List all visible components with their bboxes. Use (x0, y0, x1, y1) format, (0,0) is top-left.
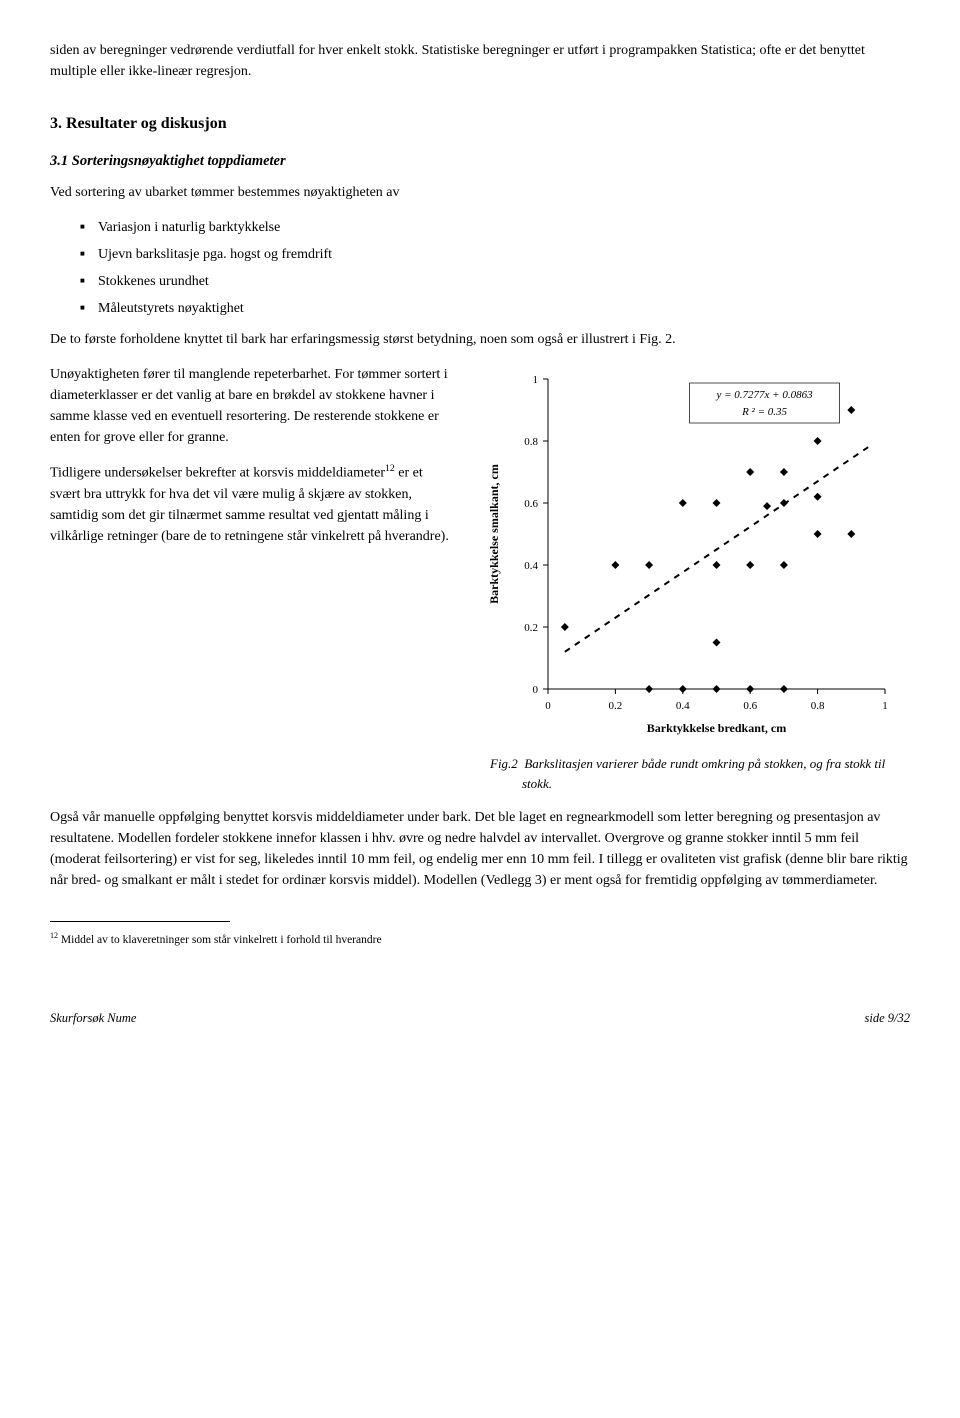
svg-text:0.8: 0.8 (524, 436, 538, 448)
subsection-number: 3.1 (50, 153, 68, 169)
list-item: Stokkenes urundhet (80, 271, 910, 292)
scatter-chart: 0 0.2 0.4 0.6 0.8 1 0 0.2 0.4 0.6 0.8 1 Barktykkelse… (480, 364, 900, 744)
caption-text: Barkslitasjen varierer både rundt omkrin… (522, 756, 885, 791)
svg-text:0: 0 (545, 700, 551, 712)
para-manual-followup: Også vår manuelle oppfølging benyttet ko… (50, 807, 910, 891)
bullet-list: Variasjon i naturlig barktykkelse Ujevn … (50, 217, 910, 319)
svg-text:R ² = 0.35: R ² = 0.35 (741, 406, 787, 418)
para4-part-a: Tidligere undersøkelser bekrefter at kor… (50, 466, 385, 481)
caption-prefix: Fig.2 (490, 756, 518, 771)
para-inaccuracy: Unøyaktigheten fører til manglende repet… (50, 364, 450, 448)
section-heading: 3. Resultater og diskusjon (50, 112, 910, 136)
para-sort-intro: Ved sortering av ubarket tømmer bestemme… (50, 182, 910, 203)
page-footer: Skurforsøk Nume side 9/32 (50, 1009, 910, 1028)
footnote: 12 Middel av to klaveretninger som står … (50, 930, 910, 949)
svg-text:0.8: 0.8 (811, 700, 825, 712)
svg-text:0.4: 0.4 (524, 560, 538, 572)
footnote-separator (50, 921, 230, 922)
para-bark-importance: De to første forholdene knyttet til bark… (50, 329, 910, 350)
svg-text:Barktykkelse bredkant, cm: Barktykkelse bredkant, cm (647, 721, 786, 735)
footnote-ref: 12 (385, 463, 395, 474)
svg-text:0.2: 0.2 (609, 700, 623, 712)
svg-text:0.2: 0.2 (524, 622, 538, 634)
list-item: Ujevn barkslitasje pga. hogst og fremdri… (80, 244, 910, 265)
svg-text:0.6: 0.6 (524, 498, 538, 510)
svg-text:0.4: 0.4 (676, 700, 690, 712)
chart-caption: Fig.2 Barkslitasjen varierer både rundt … (502, 754, 910, 793)
svg-text:1: 1 (882, 700, 888, 712)
chart-svg: 0 0.2 0.4 0.6 0.8 1 0 0.2 0.4 0.6 0.8 1 Barktykkelse… (480, 364, 900, 744)
svg-text:Barktykkelse smalkant, cm: Barktykkelse smalkant, cm (487, 464, 501, 604)
list-item: Variasjon i naturlig barktykkelse (80, 217, 910, 238)
list-item: Måleutstyrets nøyaktighet (80, 298, 910, 319)
footnote-number: 12 (50, 931, 58, 940)
para-previous-studies: Tidligere undersøkelser bekrefter at kor… (50, 462, 450, 547)
section-title: Resultater og diskusjon (66, 115, 227, 132)
subsection-title: Sorteringsnøyaktighet toppdiameter (72, 153, 286, 169)
footnote-text: Middel av to klaveretninger som står vin… (61, 934, 382, 946)
footer-right: side 9/32 (865, 1009, 910, 1028)
section-number: 3. (50, 115, 62, 132)
intro-paragraph: siden av beregninger vedrørende verdiutf… (50, 40, 910, 82)
svg-text:0: 0 (533, 684, 539, 696)
svg-text:y = 0.7277x + 0.0863: y = 0.7277x + 0.0863 (715, 389, 813, 401)
svg-text:0.6: 0.6 (743, 700, 757, 712)
svg-text:1: 1 (533, 374, 539, 386)
footer-left: Skurforsøk Nume (50, 1009, 136, 1028)
subsection-heading: 3.1 Sorteringsnøyaktighet toppdiameter (50, 151, 910, 173)
